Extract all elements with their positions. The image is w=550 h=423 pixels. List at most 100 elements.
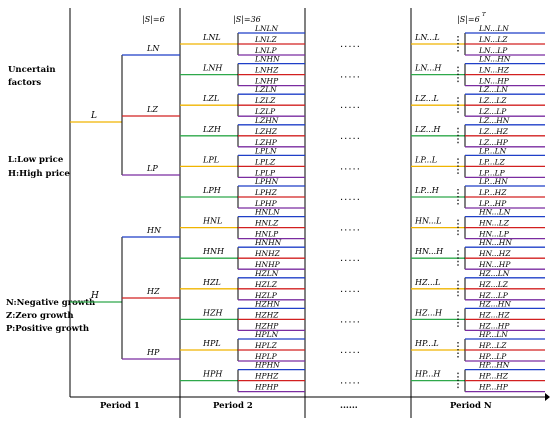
periodn-leaf-label: LP...LN (478, 146, 507, 155)
period2-leaf-label: HNHZ (254, 249, 281, 258)
periodn-leaf-label: LP...LP (478, 168, 506, 177)
periodn-leaf-label: HZ...HN (478, 299, 511, 308)
period2-leaf-label: LZLP (254, 107, 276, 116)
periodn-leaf-label: LZ...HP (478, 138, 509, 147)
periodn-leaf-label: LN...LP (478, 46, 508, 55)
period2-leaf-label: HNHP (254, 260, 281, 269)
period2-leaf-label: LZHN (254, 116, 279, 125)
periodn-leaf-label: HN...LP (478, 230, 510, 239)
periodn-node-label: LZ...H (414, 125, 441, 134)
period2-leaf-label: HPHP (254, 383, 279, 392)
periodn-leaf-label: HP...HP (478, 383, 509, 392)
period1-node-label: HZ (146, 287, 160, 296)
period1-node-label: HN (146, 226, 162, 235)
periodn-leaf-label: LP...LZ (478, 157, 506, 166)
periodn-leaf-label: HP...LP (478, 352, 507, 361)
legend-price-high: H:High price (8, 169, 70, 179)
header-period1-count: |S|=6 (142, 15, 165, 24)
gap-ellipsis: ..... (340, 39, 361, 50)
period1-node-label: LP (146, 164, 158, 173)
periodn-leaf-label: LZ...HZ (478, 127, 509, 136)
periodn-node-label: HP...H (414, 370, 441, 379)
period2-node-label: LPL (202, 155, 219, 164)
period2-leaf-label: HZLN (254, 269, 279, 278)
periodn-leaf-label: LZ...LZ (478, 96, 507, 105)
period2-leaf-label: LZHZ (254, 127, 278, 136)
root-label-H: H (90, 291, 99, 301)
period2-node-label: LNH (202, 64, 223, 73)
legend-uncertain-line1: Uncertain (8, 65, 56, 75)
periodn-node-label: LZ...L (414, 94, 439, 103)
gap-ellipsis: ..... (340, 284, 361, 295)
periodn-leaf-label: LN...LZ (478, 35, 508, 44)
gap-ellipsis: ..... (340, 345, 361, 356)
periodn-leaf-label: HP...LN (478, 330, 508, 339)
period2-leaf-label: LNLN (254, 24, 279, 33)
gap-ellipsis: ..... (340, 100, 361, 111)
period2-node-label: HPH (202, 370, 223, 379)
periodn-leaf-label: HZ...LZ (478, 280, 509, 289)
period1-node-label: LZ (146, 105, 158, 114)
period2-leaf-label: LPLP (254, 168, 276, 177)
periodn-leaf-label: LP...HN (478, 177, 508, 186)
gap-ellipsis: ..... (340, 161, 361, 172)
period2-leaf-label: LNHN (254, 55, 280, 64)
period2-leaf-label: HPLZ (254, 341, 278, 350)
period2-leaf-label: LNLZ (254, 35, 278, 44)
gap-ellipsis: ..... (340, 376, 361, 387)
periodn-leaf-label: HN...HP (478, 260, 511, 269)
periodn-leaf-label: HP...HN (478, 361, 510, 370)
period2-leaf-label: LPLN (254, 146, 277, 155)
period2-leaf-label: LZHP (254, 138, 278, 147)
legend-growth-positive: P:Positive growth (6, 324, 89, 334)
periodn-leaf-label: HZ...HZ (478, 310, 510, 319)
time-axis-arrowhead (545, 393, 550, 401)
periodn-node-label: HZ...H (414, 308, 443, 317)
periodn-leaf-label: LZ...LP (478, 107, 507, 116)
period2-leaf-label: LNLP (254, 46, 278, 55)
period1-node-label: LN (146, 44, 160, 53)
period-2-label: Period 2 (213, 401, 253, 411)
periodn-leaf-label: LZ...LN (478, 85, 508, 94)
period2-leaf-label: HZLP (254, 291, 278, 300)
period2-leaf-label: HNLP (254, 230, 279, 239)
periodn-node-label: HZ...L (414, 278, 440, 287)
period2-leaf-label: HZHP (254, 321, 279, 330)
period2-leaf-label: LPHP (254, 199, 278, 208)
periodn-leaf-label: HZ...HP (478, 321, 510, 330)
gap-ellipsis: ..... (340, 192, 361, 203)
gap-ellipsis: ..... (340, 314, 361, 325)
legend-growth-negative: N:Negative growth (6, 298, 95, 308)
period2-leaf-label: HPHN (254, 361, 280, 370)
gap-ellipsis: ..... (340, 223, 361, 234)
period2-leaf-label: LZLZ (254, 96, 276, 105)
period2-leaf-label: HNLZ (254, 219, 279, 228)
period2-node-label: LZL (202, 94, 219, 103)
period2-node-label: HPL (202, 339, 221, 348)
gap-ellipsis: ..... (340, 131, 361, 142)
period2-leaf-label: LPLZ (254, 157, 276, 166)
period1-node-label: HP (146, 348, 160, 357)
period2-node-label: HNL (202, 217, 222, 226)
periodn-node-label: LN...H (414, 64, 442, 73)
periodn-leaf-label: HN...HZ (478, 249, 511, 258)
period2-leaf-label: LPHN (254, 177, 279, 186)
gap-ellipsis: ..... (340, 253, 361, 264)
period2-leaf-label: HNHN (254, 238, 282, 247)
legend-uncertain-line2: factors (8, 78, 41, 88)
period2-leaf-label: LPHZ (254, 188, 278, 197)
period2-leaf-label: LNHZ (254, 66, 279, 75)
periodn-leaf-label: LP...HP (478, 199, 507, 208)
period2-leaf-label: HZHZ (254, 310, 279, 319)
periodn-leaf-label: LN...HN (478, 55, 511, 64)
periodn-leaf-label: HP...LZ (478, 341, 507, 350)
periodn-leaf-label: HZ...LN (478, 269, 510, 278)
period2-leaf-label: HPLN (254, 330, 279, 339)
period2-node-label: LNL (202, 33, 221, 42)
period2-leaf-label: HNLN (254, 208, 280, 217)
period2-node-label: HZH (202, 308, 224, 317)
period2-node-label: LZH (202, 125, 222, 134)
periodn-leaf-label: LN...HP (478, 77, 510, 86)
periodn-leaf-label: LP...HZ (478, 188, 507, 197)
